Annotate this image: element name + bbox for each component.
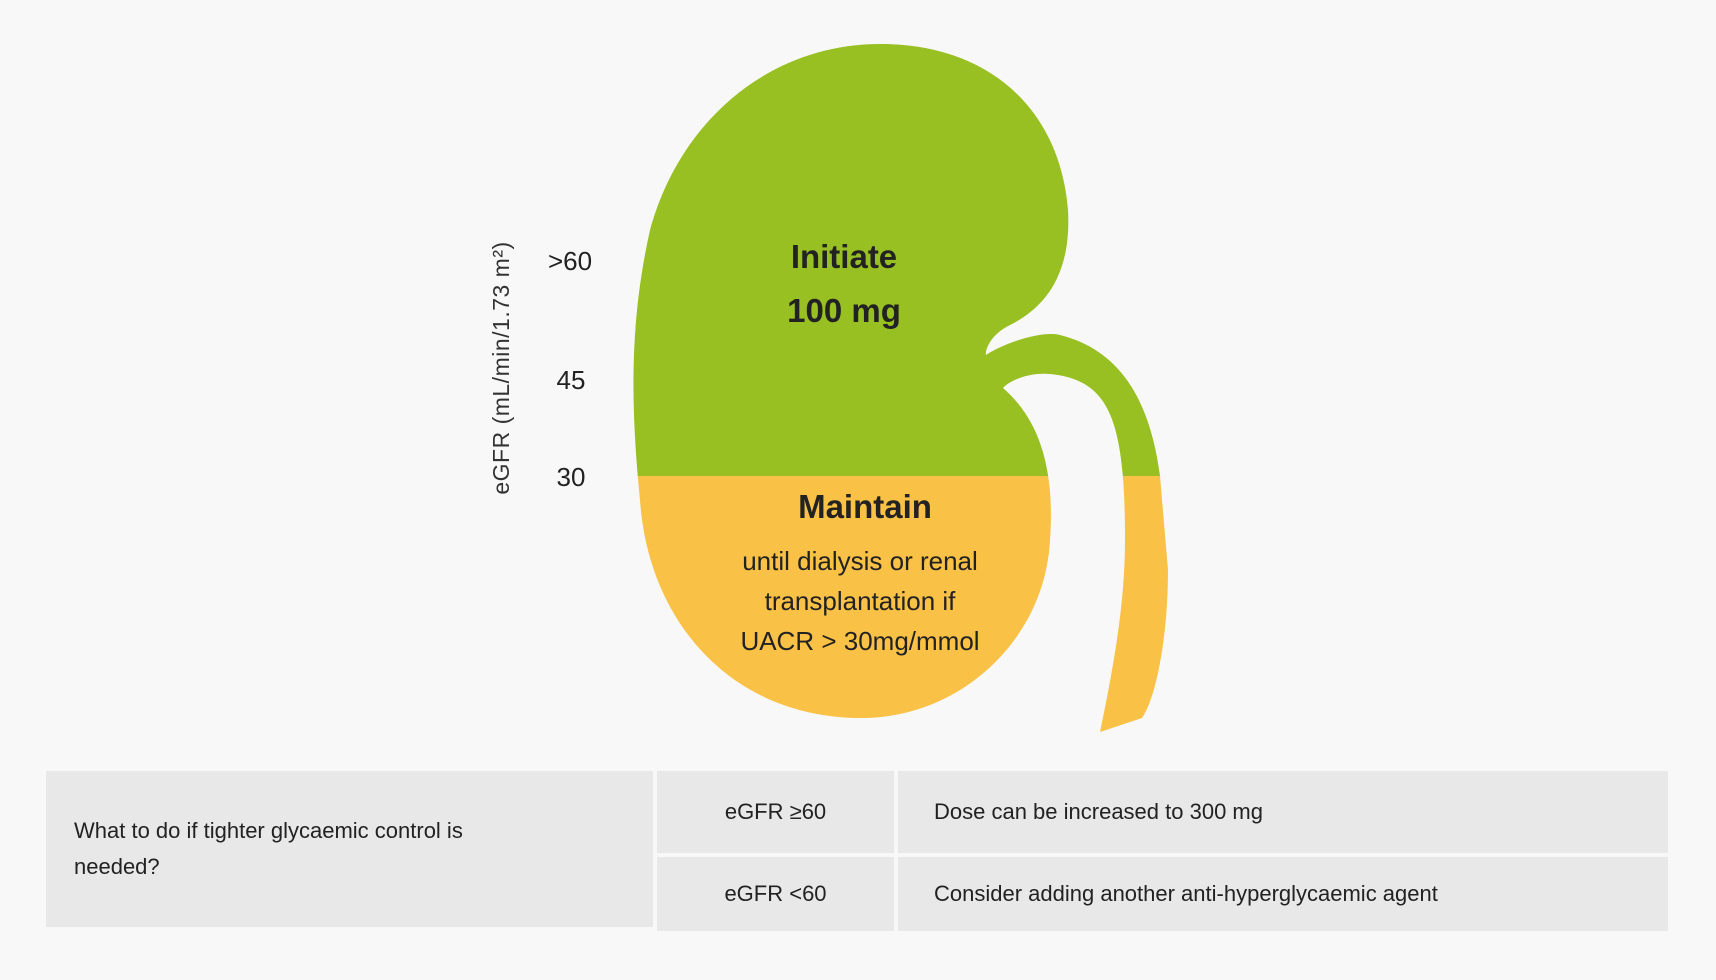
condition-cell: eGFR <60 <box>657 856 898 931</box>
action-cell: Consider adding another anti-hyperglycae… <box>898 856 1668 931</box>
tick-45: 45 <box>557 365 586 395</box>
condition-cell: eGFR ≥60 <box>657 771 898 857</box>
initiate-dose-label: 100 mg <box>787 292 901 329</box>
tick-gt60: >60 <box>548 246 592 276</box>
table-row: What to do if tighter glycaemic control … <box>46 771 1668 931</box>
tick-30: 30 <box>557 462 586 492</box>
question-text: What to do if tighter glycaemic control … <box>74 818 463 879</box>
kidney-diagram: eGFR (mL/min/1.73 m²) >60 45 30 Initiate… <box>488 44 1168 732</box>
maintain-label: Maintain <box>798 488 932 525</box>
initiate-label: Initiate <box>791 238 897 275</box>
maintain-line-3: UACR > 30mg/mmol <box>740 626 979 656</box>
maintain-line-2: transplantation if <box>765 586 957 616</box>
question-cell: What to do if tighter glycaemic control … <box>46 771 657 931</box>
glycaemic-control-table: What to do if tighter glycaemic control … <box>46 771 1668 931</box>
action-cell: Dose can be increased to 300 mg <box>898 771 1668 857</box>
table-row: eGFR <60 Consider adding another anti-hy… <box>46 856 1668 931</box>
maintain-line-1: until dialysis or renal <box>742 546 978 576</box>
egfr-axis-title: eGFR (mL/min/1.73 m²) <box>488 241 514 494</box>
